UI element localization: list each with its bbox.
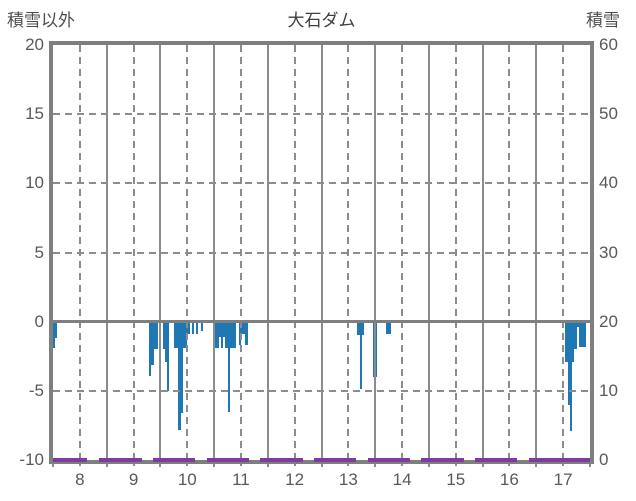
y-axis-label-left: 5 [34,242,44,262]
data-bar [240,321,244,335]
data-bar [576,321,579,328]
data-bar [245,321,248,346]
x-axis-label: 16 [499,470,519,489]
data-bar [361,321,365,336]
y-axis-label-right: 30 [599,242,618,262]
data-bar [176,321,179,348]
data-bar [153,321,156,350]
left-axis-title: 積雪以外 [7,11,75,30]
y-axis-label-left: 20 [25,35,44,54]
data-bar [569,321,573,431]
x-axis-label: 10 [177,470,197,489]
x-axis-label: 15 [446,470,466,489]
data-bar [238,321,241,346]
data-bar [187,321,190,335]
grid-line-horizontal [53,251,590,254]
data-bar [375,321,378,377]
x-axis-label: 8 [75,470,85,489]
y-axis-label-right: 0 [599,450,609,469]
snow-depth-line-segment [260,458,303,462]
data-bar [565,321,568,362]
snow-depth-line-segment [152,458,196,462]
y-axis-label-right: 40 [599,173,618,193]
data-bar [229,321,233,348]
data-bar [220,321,224,348]
data-bar [359,321,362,390]
zero-line [53,320,590,324]
right-axis-title: 積雪 [586,11,620,30]
data-bar [243,321,246,335]
snow-depth-line-segment [53,458,88,462]
data-bar [234,321,237,348]
data-bar [185,321,188,348]
data-bar [578,321,582,347]
data-bar [214,321,217,348]
snow-depth-line-segment [421,458,464,462]
y-axis-label-left: 15 [25,104,44,124]
data-bar [196,321,199,335]
data-bar [173,321,177,348]
data-bar [388,321,391,335]
data-bar [151,321,154,365]
data-bar [227,321,230,412]
x-axis-label: 12 [285,470,305,489]
data-bar [225,321,228,348]
data-bar [373,321,376,377]
data-bar [182,321,186,348]
data-bar [216,321,219,348]
data-bar [583,321,586,347]
data-bar [386,321,389,335]
y-axis-label-left: -5 [28,380,44,400]
grid-line-horizontal [53,113,590,116]
x-axis-label: 11 [232,470,250,489]
snow-depth-line-segment [367,458,411,462]
data-bar [223,321,226,337]
y-axis-label-right: 60 [599,35,618,54]
x-axis-label: 9 [128,470,139,489]
data-bar [53,321,56,348]
x-axis-label: 17 [553,470,573,489]
y-axis-label-left: 0 [34,311,44,331]
data-bar [232,321,235,348]
data-bar [149,321,152,376]
data-bar [155,321,159,350]
data-bar [581,321,584,347]
data-bar [218,321,221,337]
data-bar [167,321,170,391]
snow-depth-line-segment [98,458,142,462]
x-axis-label: 14 [392,470,412,489]
data-bar [55,321,58,339]
data-bar [357,321,360,336]
data-bar [572,321,575,362]
y-axis-label-left: -10 [19,450,44,469]
data-bar [178,321,181,430]
grid-line-horizontal [53,182,590,185]
data-bar [574,321,577,350]
snow-depth-line-segment [475,458,518,462]
data-bar [180,321,183,413]
x-axis-label: 13 [338,470,358,489]
y-axis-label-right: 20 [599,311,618,331]
chart-title: 大石ダム [287,11,356,30]
data-bar [162,321,165,350]
snow-depth-line-segment [206,458,249,462]
data-bar [200,321,203,332]
y-axis-label-right: 50 [599,104,618,124]
y-axis-label-left: 10 [25,173,44,193]
data-bar [567,321,570,405]
data-bar [164,321,168,362]
grid-line-horizontal [53,389,590,392]
snow-depth-line-segment [314,458,357,462]
data-bar [191,321,194,335]
plot-frame [49,41,594,464]
snow-depth-line-segment [528,458,590,462]
y-axis-label-right: 10 [599,380,618,400]
